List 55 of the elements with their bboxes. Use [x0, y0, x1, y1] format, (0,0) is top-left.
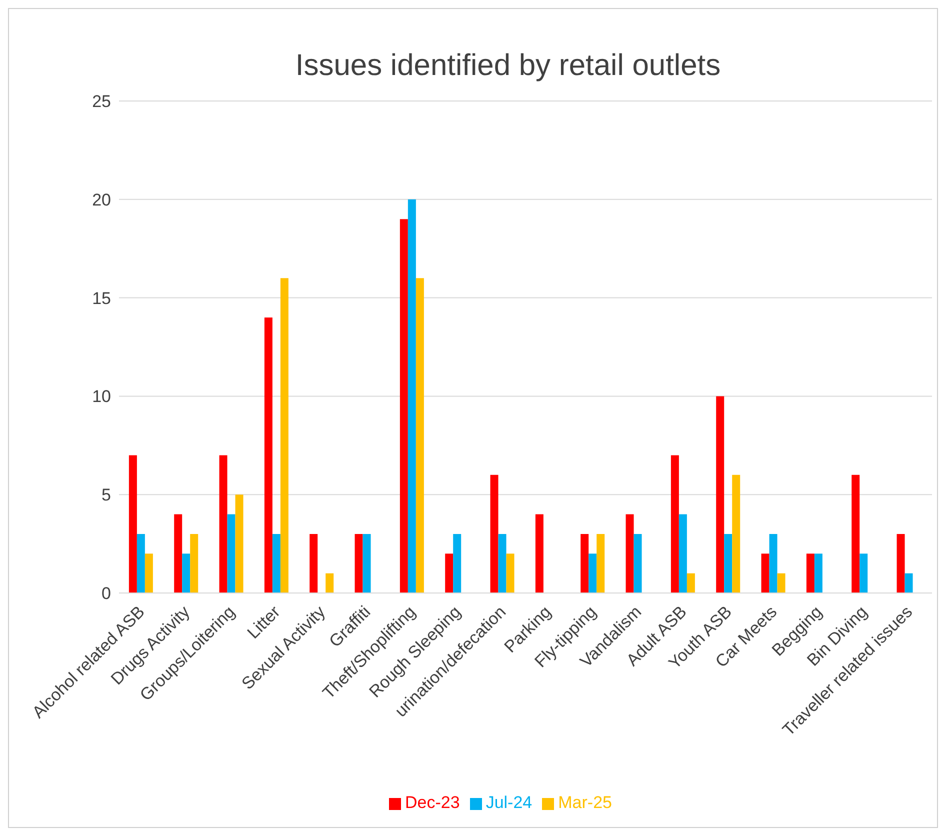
bar	[588, 554, 597, 593]
legend-label: Mar-25	[558, 793, 612, 812]
bar	[280, 278, 288, 593]
bar	[144, 554, 153, 593]
bar	[896, 534, 905, 593]
y-tick-label: 20	[92, 190, 111, 210]
bar	[678, 514, 687, 593]
bar	[506, 554, 514, 593]
bar	[445, 554, 454, 593]
y-tick-label: 10	[92, 387, 111, 406]
bar	[806, 554, 814, 593]
bar	[408, 199, 416, 593]
legend-label: Dec-23	[405, 793, 460, 812]
bar	[416, 278, 424, 593]
y-tick-label: 0	[102, 584, 111, 604]
bar	[732, 474, 740, 593]
bar	[580, 534, 589, 593]
bar	[498, 534, 506, 593]
bar	[219, 455, 228, 593]
y-tick-label: 25	[92, 92, 111, 112]
bar	[670, 455, 679, 593]
bar	[535, 514, 544, 593]
bar	[182, 554, 190, 593]
bar	[814, 554, 822, 593]
bar	[235, 494, 244, 593]
bar	[596, 534, 605, 593]
bar	[362, 534, 371, 593]
bar	[716, 396, 724, 593]
bar	[761, 554, 770, 593]
bar	[490, 474, 498, 593]
bar	[310, 534, 318, 593]
bar	[686, 573, 695, 593]
bar	[128, 455, 137, 593]
bar	[852, 474, 860, 593]
bar	[136, 534, 145, 593]
bar	[634, 534, 642, 593]
legend-label: Jul-24	[486, 793, 532, 812]
bar	[354, 534, 363, 593]
bar	[272, 534, 280, 593]
bar	[626, 514, 634, 593]
bar	[860, 554, 868, 593]
y-tick-label: 5	[102, 486, 111, 505]
bar	[769, 534, 778, 593]
y-tick-label: 15	[92, 288, 111, 308]
bar	[453, 534, 462, 593]
bar	[904, 573, 913, 593]
bar	[174, 514, 182, 593]
chart-title: Issues identified by retail outlets	[294, 49, 722, 83]
bar	[400, 219, 408, 593]
bar	[190, 534, 198, 593]
bar	[777, 573, 786, 593]
bar	[326, 573, 334, 593]
bar	[227, 514, 236, 593]
bar	[724, 534, 732, 593]
bar	[264, 317, 272, 593]
